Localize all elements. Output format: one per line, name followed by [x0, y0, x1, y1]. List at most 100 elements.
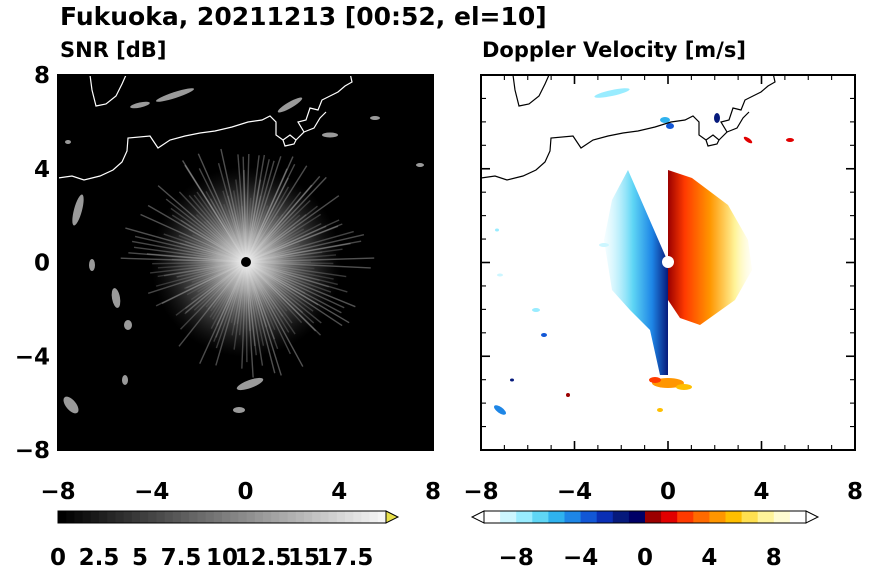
doppler-colorbar-swatch	[500, 511, 517, 523]
snr-colorbar-label: 5	[132, 545, 148, 570]
doppler-colorbar-swatch	[677, 511, 694, 523]
snr-y-tick-label: −4	[15, 344, 50, 370]
snr-colorbar	[57, 510, 400, 524]
doppler-colorbar-extend-max	[805, 510, 820, 524]
doppler-x-tick-label: −4	[557, 479, 592, 505]
snr-colorbar-swatch	[58, 511, 67, 523]
snr-colorbar-swatch	[377, 511, 387, 523]
snr-colorbar-swatch	[238, 511, 248, 523]
doppler-colorbar-labels: −8 −4 0 4 8	[499, 545, 782, 571]
doppler-colorbar-swatch	[628, 511, 646, 523]
doppler-colorbar-label: 4	[701, 545, 717, 570]
snr-colorbar-swatch	[123, 511, 133, 523]
doppler-colorbar-swatch	[693, 511, 710, 523]
snr-y-tick-label: −8	[15, 438, 50, 464]
snr-colorbar-swatch	[107, 511, 116, 523]
snr-colorbar-swatch	[222, 511, 231, 523]
snr-x-tick-label: 0	[237, 479, 253, 505]
snr-colorbar-swatch	[287, 511, 297, 523]
snr-clutter-patches	[63, 88, 424, 414]
snr-coastline	[58, 75, 353, 181]
snr-colorbar-swatch	[312, 511, 321, 523]
snr-colorbar-label: 12.5	[235, 545, 292, 570]
snr-colorbar-swatch	[140, 511, 149, 523]
doppler-approaching-lobe	[604, 170, 668, 375]
snr-colorbar-swatch	[254, 511, 264, 523]
doppler-colorbar-swatch	[580, 511, 598, 523]
doppler-x-tick-label: 0	[660, 479, 676, 505]
doppler-colorbar-label: −4	[563, 545, 598, 570]
figure-title: Fukuoka, 20211213 [00:52, el=10]	[60, 2, 547, 31]
snr-colorbar-swatch	[328, 511, 338, 523]
doppler-colorbar-swatch	[612, 511, 630, 523]
snr-colorbar-label: 2.5	[79, 545, 120, 570]
doppler-panel: Doppler Velocity [m/s]	[463, 38, 863, 571]
doppler-colorbar-swatch	[548, 511, 565, 523]
snr-y-tick-labels: 8 4 0 −4 −8	[15, 63, 50, 464]
doppler-colorbar-swatch	[773, 511, 791, 523]
doppler-colorbar-swatch	[564, 511, 582, 523]
snr-colorbar-swatch	[99, 511, 108, 523]
snr-colorbar-swatch	[353, 511, 362, 523]
snr-colorbar-label: 0	[50, 545, 66, 570]
doppler-x-tick-label: 8	[847, 479, 863, 505]
snr-colorbar-swatch	[213, 511, 223, 523]
snr-colorbar-swatch	[74, 511, 84, 523]
doppler-colorbar-swatch	[516, 511, 533, 523]
snr-coastline-island	[89, 75, 127, 107]
snr-panel: SNR [dB]	[15, 38, 441, 571]
doppler-colorbar-swatch	[789, 511, 807, 523]
doppler-colorbar-swatch	[757, 511, 775, 523]
snr-colorbar-swatch	[189, 511, 198, 523]
snr-colorbar-swatch	[115, 511, 125, 523]
doppler-colorbar-swatch	[645, 511, 662, 523]
doppler-coastline-pier	[705, 111, 750, 147]
snr-colorbar-swatch	[304, 511, 313, 523]
radar-site-marker	[241, 257, 251, 267]
snr-colorbar-swatch	[82, 511, 92, 523]
snr-colorbar-swatch	[271, 511, 280, 523]
doppler-colorbar-swatch	[709, 511, 726, 523]
snr-colorbar-swatch	[172, 511, 182, 523]
snr-y-tick-label: 0	[34, 251, 50, 277]
snr-colorbar-swatch	[295, 511, 305, 523]
doppler-colorbar-swatch	[484, 511, 501, 523]
snr-colorbar-swatch	[345, 511, 354, 523]
snr-colorbar-swatch	[148, 511, 157, 523]
doppler-x-tick-label: 4	[753, 479, 769, 505]
doppler-receding-lobe	[668, 170, 752, 325]
snr-colorbar-swatch	[156, 511, 166, 523]
snr-colorbar-swatch	[205, 511, 215, 523]
snr-colorbar-label: 17.5	[317, 545, 374, 570]
doppler-colorbar-frame	[483, 510, 807, 524]
doppler-colorbar-label: −8	[499, 545, 534, 570]
doppler-colorbar	[470, 510, 820, 524]
snr-colorbar-label: 15	[288, 545, 320, 570]
snr-x-tick-label: −4	[134, 479, 169, 505]
snr-colorbar-swatch	[369, 511, 379, 523]
doppler-colorbar-swatch	[596, 511, 614, 523]
doppler-colorbar-extend-min	[470, 510, 485, 524]
snr-coastline-pier	[282, 111, 327, 147]
doppler-colorbar-swatch	[741, 511, 759, 523]
doppler-colorbar-label: 0	[637, 545, 653, 570]
snr-panel-title: SNR [dB]	[60, 38, 166, 62]
snr-colorbar-swatch	[90, 511, 100, 523]
snr-colorbar-swatch	[230, 511, 239, 523]
snr-colorbar-swatch	[197, 511, 207, 523]
snr-colorbar-swatch	[263, 511, 272, 523]
snr-x-tick-label: −8	[40, 479, 75, 505]
doppler-echo	[494, 88, 794, 415]
snr-colorbar-swatch	[131, 511, 141, 523]
snr-colorbar-swatch	[361, 511, 371, 523]
snr-colorbar-swatch	[164, 511, 174, 523]
doppler-colorbar-swatch	[532, 511, 549, 523]
snr-colorbar-swatch	[246, 511, 256, 523]
snr-axis-ticks	[57, 74, 434, 451]
snr-colorbar-swatch	[320, 511, 330, 523]
snr-x-tick-label: 8	[425, 479, 441, 505]
snr-colorbar-swatch	[66, 511, 75, 523]
snr-colorbar-swatch	[336, 511, 346, 523]
